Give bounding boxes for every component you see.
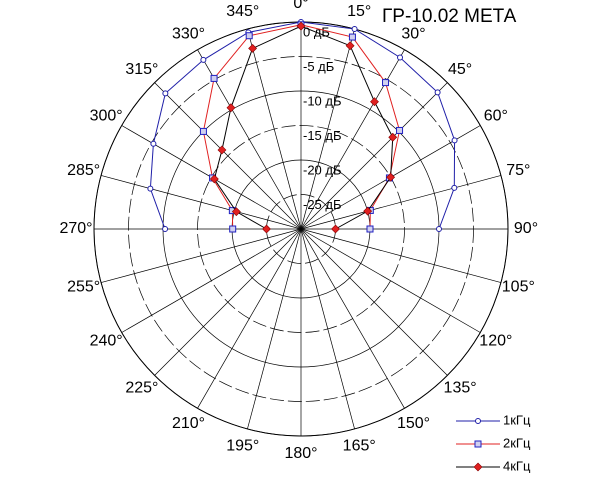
data-point	[396, 126, 404, 134]
data-point	[451, 137, 458, 144]
r-tick-label: -15 дБ	[303, 128, 342, 143]
legend-label: 4кГц	[503, 458, 531, 473]
angle-label: 330°	[172, 25, 205, 42]
angle-label: 45°	[448, 61, 472, 78]
spoke	[247, 228, 302, 430]
angle-label: 0°	[293, 0, 308, 12]
series-line	[202, 24, 401, 230]
data-point	[262, 224, 271, 234]
legend-label: 1кГц	[503, 412, 531, 427]
spoke	[154, 228, 302, 376]
data-point	[370, 97, 379, 107]
spoke	[121, 228, 302, 333]
legend-label: 2кГц	[503, 435, 531, 450]
data-point	[229, 225, 237, 233]
spoke	[300, 228, 502, 283]
data-point	[296, 21, 306, 31]
data-point	[217, 145, 227, 155]
data-point	[363, 206, 373, 216]
angle-label: 105°	[502, 278, 535, 295]
spoke	[300, 82, 448, 230]
angle-label: 345°	[226, 3, 259, 20]
spoke	[197, 228, 302, 409]
spoke	[100, 175, 302, 230]
legend-marker	[475, 418, 481, 424]
angle-label: 165°	[343, 438, 376, 455]
angle-label: 255°	[67, 278, 100, 295]
spoke	[300, 228, 481, 333]
r-tick-label: -25 дБ	[303, 197, 342, 212]
data-point	[209, 174, 219, 184]
angle-label: 30°	[401, 25, 425, 42]
angle-label: 90°	[514, 220, 538, 237]
spoke	[300, 228, 405, 409]
r-tick-label: -10 дБ	[303, 93, 342, 108]
angle-label: 180°	[284, 445, 317, 462]
data-point	[451, 184, 458, 191]
data-point	[245, 32, 253, 40]
chart-title: ГР-10.02 МЕТА	[382, 6, 517, 27]
data-point	[436, 226, 442, 232]
data-point	[231, 207, 241, 217]
spoke	[300, 28, 355, 230]
r-tick-label: -5 дБ	[303, 59, 334, 74]
data-point	[348, 33, 356, 41]
legend-marker	[473, 462, 483, 472]
data-point	[199, 127, 207, 135]
angle-label: 60°	[484, 108, 508, 125]
data-point	[162, 90, 169, 97]
r-tick-label: -20 дБ	[303, 162, 342, 177]
data-point	[386, 172, 396, 182]
angle-label: 195°	[226, 438, 259, 455]
angle-label: 240°	[90, 333, 123, 350]
data-point	[331, 224, 340, 234]
data-point	[351, 26, 358, 33]
data-point	[366, 225, 374, 233]
angle-label: 75°	[506, 162, 530, 179]
angle-label: 120°	[479, 333, 512, 350]
data-point	[382, 79, 390, 87]
legend-marker	[474, 440, 482, 448]
angle-label: 225°	[125, 379, 158, 396]
angle-label: 270°	[59, 220, 92, 237]
data-point	[200, 56, 207, 63]
angle-label: 150°	[397, 415, 430, 432]
angle-label: 15°	[347, 3, 371, 20]
angle-label: 135°	[444, 379, 477, 396]
data-point	[248, 43, 258, 53]
data-point	[345, 41, 355, 51]
spoke	[300, 175, 502, 230]
data-point	[434, 89, 441, 96]
data-point	[162, 226, 169, 232]
spoke	[100, 228, 302, 283]
data-point	[210, 74, 218, 82]
data-point	[226, 103, 236, 113]
data-point	[397, 54, 404, 61]
angle-label: 300°	[90, 108, 123, 125]
spoke	[247, 28, 302, 230]
spoke	[154, 82, 302, 230]
angle-label: 210°	[172, 415, 205, 432]
data-point	[150, 140, 157, 147]
data-point	[388, 132, 398, 142]
spoke	[300, 228, 355, 430]
angle-label: 285°	[67, 162, 100, 179]
data-point	[147, 185, 154, 192]
angle-label: 315°	[125, 61, 158, 78]
spoke	[300, 228, 448, 376]
